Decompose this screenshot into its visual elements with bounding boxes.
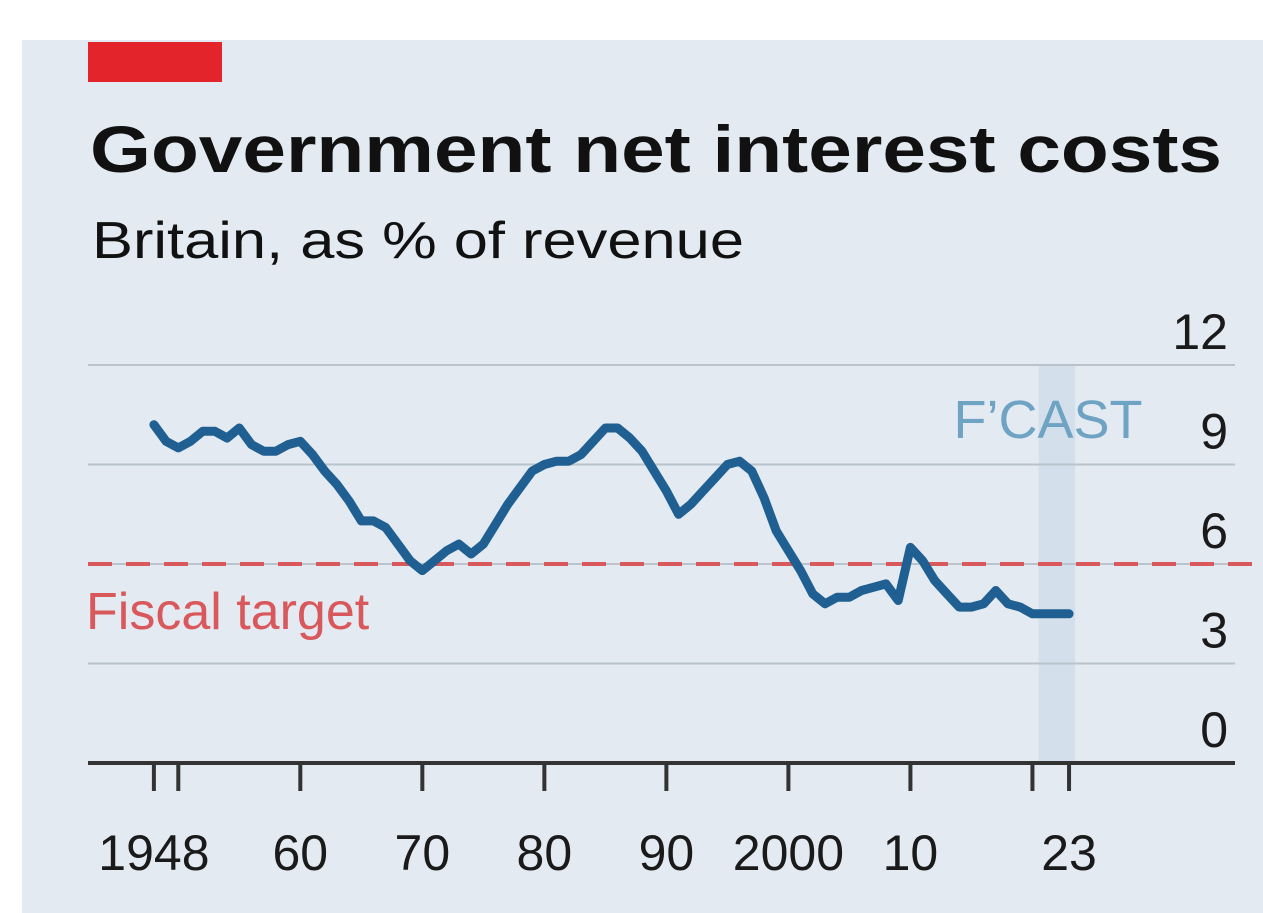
x-tick-label: 80 (517, 825, 573, 881)
red-tag (88, 42, 222, 82)
x-tick-label: 2000 (733, 825, 844, 881)
y-tick-label: 0 (1200, 702, 1228, 758)
x-tick-label: 10 (883, 825, 939, 881)
y-tick-label: 12 (1172, 304, 1228, 360)
chart-subtitle: Britain, as % of revenue (92, 212, 744, 270)
x-tick-label: 70 (395, 825, 451, 881)
y-tick-label: 9 (1200, 404, 1228, 460)
y-tick-label: 6 (1200, 503, 1228, 559)
x-tick-label: 1948 (98, 825, 209, 881)
y-tick-label: 3 (1200, 603, 1228, 659)
data-line (149, 420, 1074, 619)
x-tick-label: 60 (273, 825, 329, 881)
target-label: Fiscal target (86, 583, 370, 641)
forecast-label: F’CAST (954, 390, 1143, 450)
x-tick-label: 90 (639, 825, 695, 881)
x-tick-label: 23 (1041, 825, 1097, 881)
chart-title: Government net interest costs (90, 112, 1222, 186)
